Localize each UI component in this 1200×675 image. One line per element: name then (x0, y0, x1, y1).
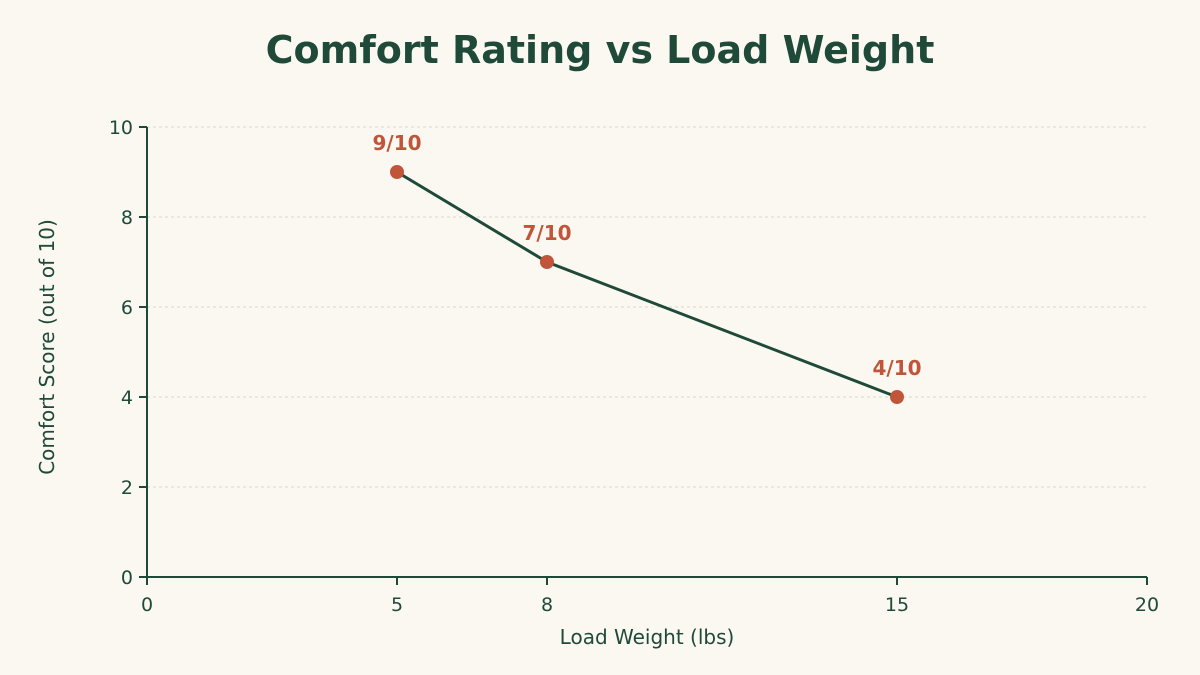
series (390, 165, 904, 404)
y-tick-label-10: 10 (109, 117, 133, 139)
chart-title: Comfort Rating vs Load Weight (265, 28, 935, 72)
tick-marks: 0 2 4 6 8 10 0 5 8 15 20 (109, 117, 1159, 616)
x-tick-label-20: 20 (1135, 594, 1159, 616)
x-tick-label-5: 5 (391, 594, 403, 616)
data-point-2 (890, 390, 904, 404)
axes (146, 127, 1147, 578)
data-label-2: 4/10 (872, 356, 921, 380)
y-tick-label-4: 4 (121, 387, 133, 409)
y-tick-label-2: 2 (121, 477, 133, 499)
data-labels: 9/10 7/10 4/10 (372, 131, 921, 380)
data-label-1: 7/10 (522, 221, 571, 245)
x-tick-label-15: 15 (885, 594, 909, 616)
x-tick-label-0: 0 (141, 594, 153, 616)
y-tick-label-0: 0 (121, 567, 133, 589)
series-line-0 (396, 170, 898, 399)
y-tick-label-8: 8 (121, 207, 133, 229)
y-axis-label: Comfort Score (out of 10) (35, 219, 59, 475)
data-point-0 (390, 165, 404, 179)
grid-lines (147, 126, 1147, 488)
y-tick-label-6: 6 (121, 297, 133, 319)
data-label-0: 9/10 (372, 131, 421, 155)
data-point-1 (540, 255, 554, 269)
x-tick-label-8: 8 (541, 594, 553, 616)
x-axis-label: Load Weight (lbs) (560, 625, 735, 649)
